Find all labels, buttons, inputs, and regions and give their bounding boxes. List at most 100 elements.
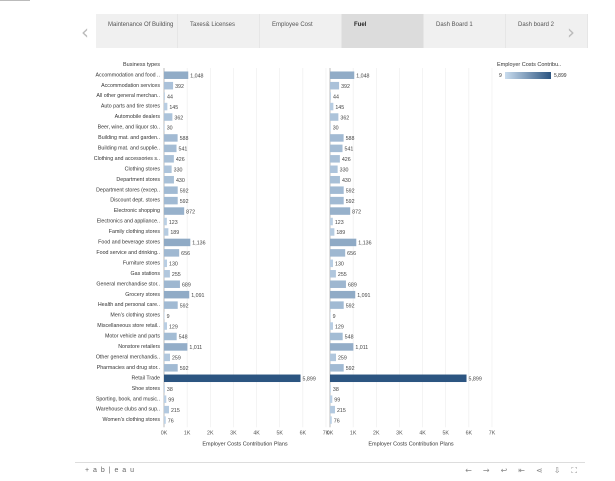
bar: [330, 207, 351, 215]
bar: [330, 81, 340, 90]
bar: [164, 238, 191, 247]
bar: [164, 217, 167, 226]
value-label: 5,899: [303, 377, 316, 383]
value-label: 656: [181, 251, 190, 257]
value-label: 44: [333, 94, 339, 100]
x-tick-label: 3K: [230, 430, 237, 436]
category-label: Miscellaneous store retail..: [97, 323, 160, 329]
bar: [330, 144, 343, 153]
x-tick-label: 4K: [253, 430, 260, 436]
undo-icon[interactable]: ←: [465, 466, 472, 475]
download-icon[interactable]: ⇩: [553, 466, 561, 475]
category-label: All other general merchan..: [96, 93, 160, 99]
value-label: 592: [346, 188, 355, 194]
tab-employee-cost[interactable]: Employee Cost: [260, 14, 342, 48]
value-label: 588: [180, 136, 189, 142]
redo-icon[interactable]: →: [482, 466, 490, 475]
x-tick-label: 0K: [327, 430, 334, 436]
bar: [330, 311, 331, 320]
bar: [330, 374, 467, 383]
bar: [164, 207, 185, 215]
bar: [164, 165, 172, 174]
tab-dash-board-1[interactable]: Dash Board 1: [424, 14, 506, 48]
category-label: Men's clothing stores: [110, 313, 160, 319]
value-label: 392: [175, 84, 184, 90]
top-divider: [0, 0, 30, 1]
tab-taxes-licenses[interactable]: Taxes& Licenses: [178, 14, 260, 48]
next-arrow-icon[interactable]: ›: [567, 20, 575, 44]
category-label: Gas stations: [131, 271, 161, 277]
bar: [330, 123, 331, 132]
bar: [164, 175, 174, 184]
bar: [164, 259, 168, 268]
tab-dash-board-2[interactable]: Dash board 2: [506, 14, 588, 48]
category-label: Furniture stores: [123, 260, 160, 266]
bar: [164, 374, 301, 383]
value-label: 330: [174, 168, 183, 174]
value-label: 1,136: [192, 241, 205, 247]
revert-icon[interactable]: ↩: [500, 466, 508, 475]
value-label: 99: [334, 397, 340, 403]
legend-max-label: 5,899: [554, 73, 567, 79]
fullscreen-icon[interactable]: ⛶: [571, 466, 577, 475]
value-label: 189: [336, 230, 345, 236]
bar: [330, 301, 344, 309]
value-label: 9: [167, 314, 170, 320]
bar: [330, 228, 335, 236]
value-label: 99: [168, 397, 174, 403]
value-label: 588: [346, 136, 355, 142]
reset-icon[interactable]: ⇤: [518, 466, 525, 475]
bar: [164, 123, 165, 132]
value-label: 30: [333, 126, 339, 132]
bar: [164, 228, 169, 236]
value-label: 426: [176, 157, 185, 163]
share-icon[interactable]: ⋖: [535, 466, 543, 475]
row-header: Business types: [123, 62, 160, 68]
bar: [330, 332, 343, 341]
prev-arrow-icon[interactable]: ‹: [81, 20, 89, 44]
category-label: Pharmacies and drug stor..: [97, 365, 160, 371]
bar: [330, 217, 333, 226]
value-label: 130: [335, 262, 344, 268]
value-label: 426: [342, 157, 351, 163]
category-label: Auto parts and tire stores: [101, 104, 161, 110]
bar: [330, 343, 354, 351]
value-label: 430: [176, 178, 185, 184]
value-label: 541: [179, 147, 188, 153]
bar: [330, 249, 346, 257]
value-label: 689: [348, 282, 357, 288]
value-label: 130: [169, 262, 178, 268]
value-label: 5,899: [469, 377, 482, 383]
category-label: Sporting, book, and music..: [96, 396, 160, 402]
tab-maintenance-of-building[interactable]: Maintenance Of Building: [96, 14, 178, 48]
bar: [330, 165, 338, 174]
category-label: Beer, wine, and liquor sto..: [98, 125, 160, 131]
value-label: 38: [333, 387, 339, 393]
value-label: 592: [346, 366, 355, 372]
tableau-logo[interactable]: + a b | e a u: [85, 467, 136, 474]
value-label: 592: [180, 199, 189, 205]
bar: [164, 343, 188, 351]
value-label: 1,091: [191, 293, 204, 299]
value-label: 259: [338, 356, 347, 362]
value-label: 129: [169, 324, 178, 330]
value-label: 592: [180, 188, 189, 194]
bar: [164, 270, 170, 278]
value-label: 592: [180, 366, 189, 372]
bar: [330, 196, 344, 205]
value-label: 872: [186, 209, 195, 215]
value-label: 592: [180, 303, 189, 309]
bar: [330, 155, 340, 163]
bar: [164, 92, 166, 100]
tab-fuel[interactable]: Fuel: [342, 14, 424, 48]
value-label: 362: [174, 115, 183, 121]
bar: [164, 155, 174, 163]
bar: [164, 290, 190, 299]
bar: [330, 186, 344, 194]
category-label: Discount dept. stores: [110, 198, 160, 204]
value-label: 9: [333, 314, 336, 320]
value-label: 189: [170, 230, 179, 236]
bar: [164, 364, 178, 372]
bar: [330, 280, 346, 288]
